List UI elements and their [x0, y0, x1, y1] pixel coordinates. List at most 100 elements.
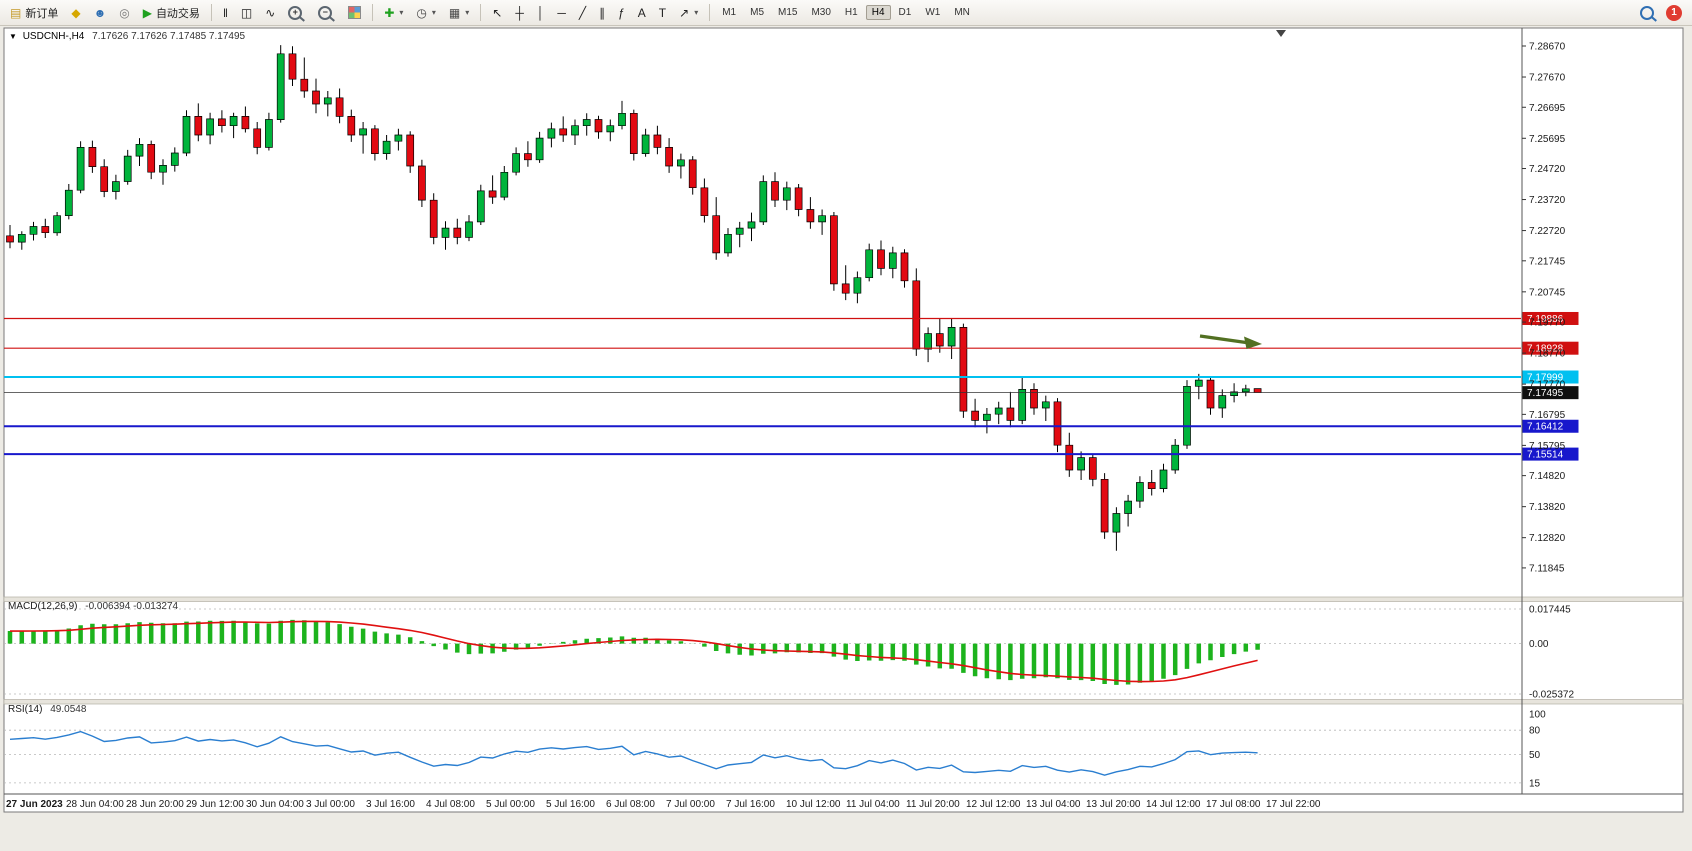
- rsi-axis-label: 100: [1529, 710, 1546, 721]
- time-axis-label: 10 Jul 12:00: [786, 799, 841, 810]
- macd-title: MACD(12,26,9): [8, 601, 78, 612]
- new-order-label: 新订单: [25, 7, 59, 20]
- price-tick-label: 7.17770: [1529, 380, 1566, 391]
- dropdown-icon: ▾: [465, 8, 470, 17]
- templates-button[interactable]: ▦ ▾: [443, 2, 475, 24]
- price-tick-label: 7.16795: [1529, 410, 1566, 421]
- price-axis[interactable]: 7.28670 7.27670 7.26695 7.25695 7.24720 7.237…: [1522, 42, 1566, 575]
- cursor-tool-button[interactable]: ↖: [486, 2, 508, 24]
- time-axis-label: 4 Jul 08:00: [426, 799, 475, 810]
- macd-signal-line: [10, 620, 1258, 683]
- dropdown-icon: ▾: [431, 8, 436, 17]
- svg-text:7.17495: 7.17495: [1527, 388, 1564, 399]
- hline-price-label: 7.18928: [1522, 341, 1579, 355]
- notification-badge[interactable]: 1: [1666, 4, 1682, 21]
- toolbar: ▤ 新订单 ◆ ☻ ◎ ▶ 自动交易 ‖ ◫ ∿ + − ✚ ▾ ◷ ▾ ▦: [0, 0, 1692, 26]
- chart-title: ▼ USDCNH-,H4 7.17626 7.17626 7.17485 7.1…: [9, 31, 245, 42]
- timeframe-button-m30[interactable]: M30: [811, 7, 831, 18]
- timeframe-button-m1[interactable]: M1: [722, 7, 737, 18]
- macd-histogram: [7, 619, 1260, 685]
- price-tick-label: 7.19770: [1529, 318, 1566, 329]
- price-tick-label: 7.20745: [1529, 287, 1566, 298]
- time-axis-label: 30 Jun 04:00: [246, 799, 304, 810]
- toolbar-separator: [372, 4, 374, 21]
- candlestick-chart-button[interactable]: ◫: [235, 2, 258, 24]
- macd-panel[interactable]: 0.017445 0.00 -0.025372: [4, 605, 1574, 701]
- rsi-axis-label: 80: [1529, 726, 1541, 737]
- macd-axis-label: -0.025372: [1529, 690, 1574, 701]
- text-tool-button[interactable]: A: [632, 2, 652, 24]
- rsi-panel[interactable]: 100 80 50 15: [4, 710, 1546, 790]
- fibonacci-tool-button[interactable]: ƒ: [612, 2, 631, 24]
- time-axis-label: 5 Jul 16:00: [546, 799, 595, 810]
- timeframe-button-w1[interactable]: W1: [925, 7, 941, 18]
- toolbar-separator: [210, 4, 212, 21]
- tile-windows-button[interactable]: [342, 2, 367, 24]
- fibonacci-icon: ƒ: [618, 5, 625, 20]
- zoom-out-button[interactable]: −: [312, 2, 341, 24]
- chart-objects-layer[interactable]: 7.19886 7.18928 7.17999 7.16412 7.15514 7.174…: [4, 311, 1579, 461]
- price-tick-label: 7.12820: [1529, 533, 1566, 544]
- arrows-tool-button[interactable]: ↗ ▾: [673, 2, 704, 24]
- candlestick-chart-icon: ◫: [240, 5, 253, 20]
- zoom-in-button[interactable]: +: [282, 2, 311, 24]
- macd-axis-label: 0.017445: [1529, 605, 1571, 616]
- cursor-icon: ↖: [492, 5, 503, 20]
- clock-icon: ◷: [416, 5, 427, 20]
- line-chart-button[interactable]: ∿: [259, 2, 281, 24]
- profile-button[interactable]: ☻: [88, 2, 113, 24]
- timeframe-button-h1[interactable]: H1: [844, 7, 858, 18]
- search-button[interactable]: [1634, 2, 1663, 24]
- timeframe-button-m5[interactable]: M5: [750, 7, 765, 18]
- text-icon: A: [637, 5, 646, 20]
- time-axis-label: 7 Jul 00:00: [666, 799, 715, 810]
- time-axis-label: 11 Jul 20:00: [906, 799, 960, 810]
- price-tick-label: 7.15795: [1529, 441, 1566, 452]
- autotrade-button[interactable]: ▶ 自动交易: [137, 2, 206, 24]
- metaeditor-button[interactable]: ◆: [65, 2, 86, 24]
- price-tick-label: 7.25695: [1529, 134, 1566, 145]
- panel-separator[interactable]: [3, 699, 1684, 705]
- price-tick-label: 7.28670: [1529, 42, 1566, 53]
- template-icon: ▦: [448, 5, 461, 20]
- rsi-axis-label: 15: [1529, 778, 1541, 789]
- vertical-line-tool-button[interactable]: │: [531, 2, 551, 24]
- timeframe-button-mn[interactable]: MN: [954, 7, 970, 18]
- timeframe-button-d1[interactable]: D1: [898, 7, 912, 18]
- rsi-value: 49.0548: [50, 704, 87, 715]
- symbol-dropdown-icon[interactable]: ▼: [9, 32, 17, 41]
- indicators-button[interactable]: ✚ ▾: [378, 2, 409, 24]
- time-axis-label: 11 Jul 04:00: [846, 799, 900, 810]
- rsi-axis-label: 50: [1529, 750, 1541, 761]
- trend-arrow[interactable]: [1199, 334, 1262, 349]
- chart-symbol-period: USDCNH-,H4: [22, 31, 85, 42]
- time-axis-label: 7 Jul 16:00: [726, 799, 775, 810]
- time-axis[interactable]: 27 Jun 2023 28 Jun 04:00 28 Jun 20:00 29 Ju…: [6, 799, 1321, 810]
- time-axis-label: 28 Jun 04:00: [66, 799, 124, 810]
- time-axis-label: 13 Jul 04:00: [1026, 799, 1081, 810]
- trendline-tool-button[interactable]: ╱: [573, 2, 592, 24]
- horizontal-line-icon: ─: [557, 5, 566, 20]
- timeframe-button-m15[interactable]: M15: [778, 7, 798, 18]
- periods-button[interactable]: ◷ ▾: [410, 2, 442, 24]
- panel-separator[interactable]: [3, 596, 1684, 602]
- bar-chart-button[interactable]: ‖: [217, 2, 234, 24]
- chart-shift-marker[interactable]: [1276, 30, 1286, 37]
- time-axis-label: 27 Jun 2023: [6, 799, 63, 810]
- line-chart-icon: ∿: [265, 5, 276, 20]
- price-tick-label: 7.14820: [1529, 471, 1566, 482]
- channel-tool-button[interactable]: ∥: [593, 2, 611, 24]
- text-label-tool-button[interactable]: T: [653, 2, 672, 24]
- toolbar-separator: [709, 4, 711, 21]
- new-order-button[interactable]: ▤ 新订单: [4, 2, 64, 24]
- bear-candles: [6, 53, 1262, 533]
- horizontal-line-tool-button[interactable]: ─: [551, 2, 572, 24]
- time-axis-label: 3 Jul 16:00: [366, 799, 415, 810]
- timeframe-button-h4[interactable]: H4: [865, 5, 891, 20]
- crosshair-tool-button[interactable]: ┼: [509, 2, 530, 24]
- price-tick-label: 7.21745: [1529, 256, 1566, 267]
- support-button[interactable]: ◎: [113, 2, 135, 24]
- main-chart-plot[interactable]: [6, 45, 1262, 551]
- new-order-icon: ▤: [10, 5, 22, 20]
